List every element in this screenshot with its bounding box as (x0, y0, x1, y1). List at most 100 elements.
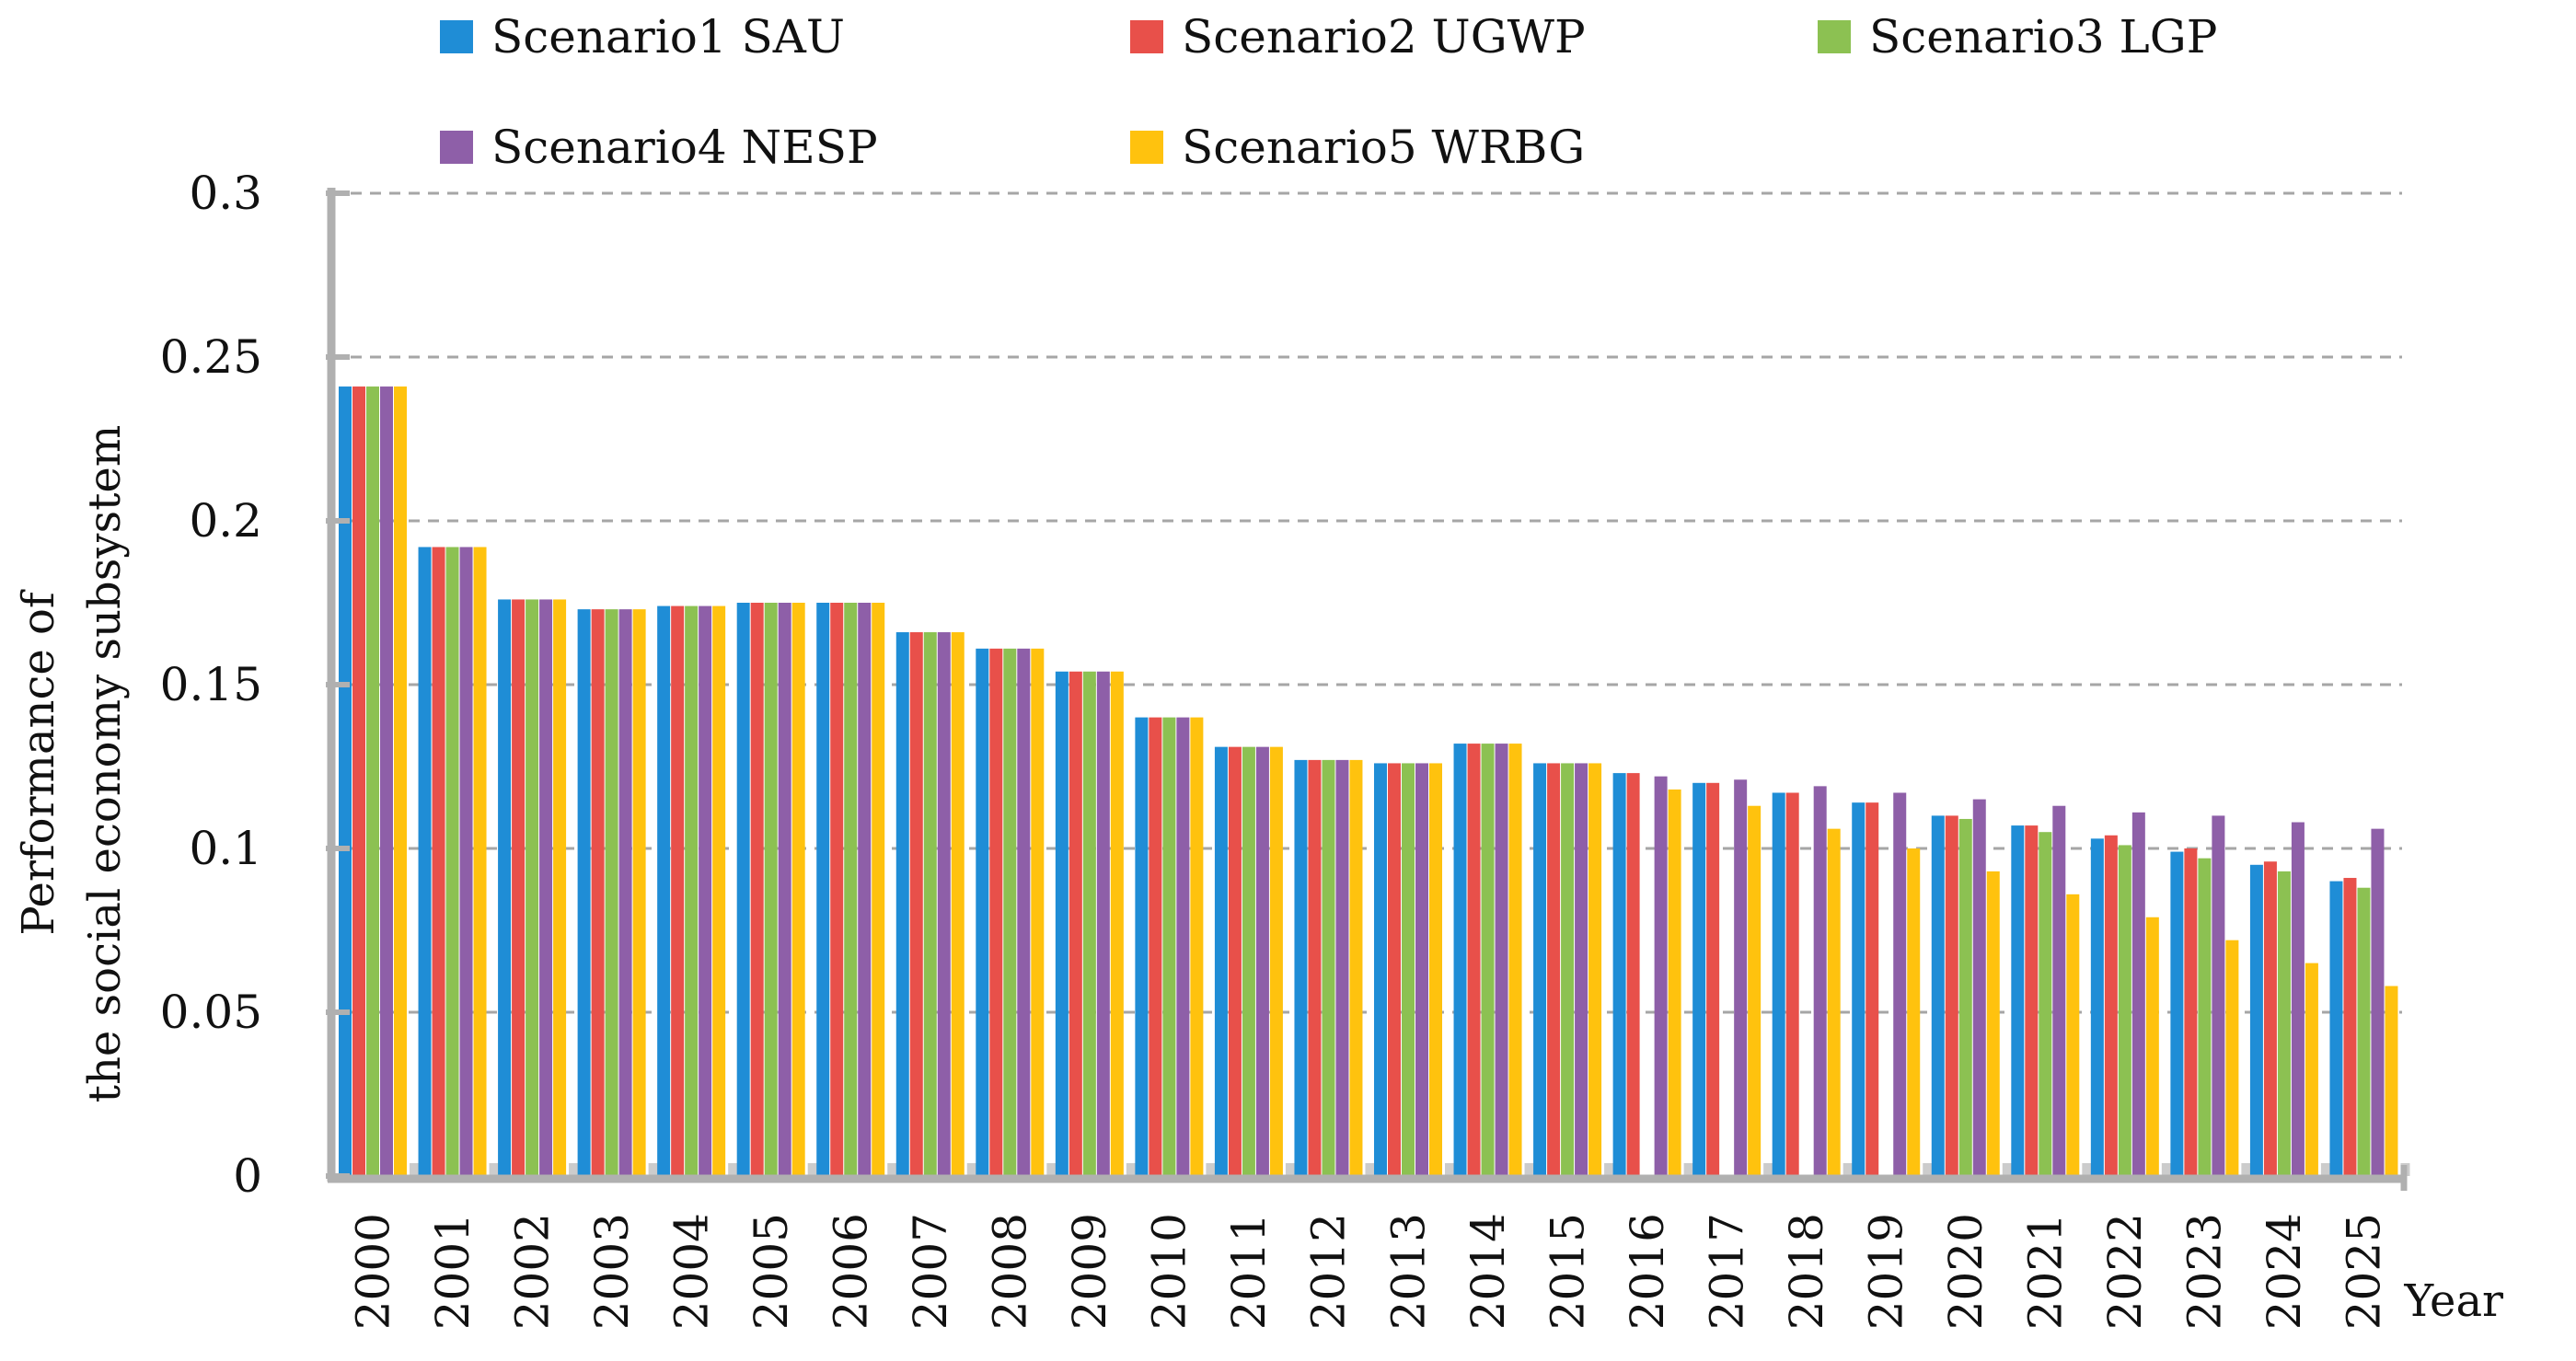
bar-scenario2-ugwp-2003 (591, 609, 605, 1176)
x-tick-label: 2023 (2178, 1213, 2232, 1330)
bar-scenario1-sau-2017 (1692, 782, 1706, 1176)
group-gap-marker (2241, 1163, 2251, 1176)
bar-scenario2-ugwp-2022 (2104, 835, 2118, 1176)
bar-scenario3-lgp-2011 (1242, 746, 1255, 1176)
bar-scenario1-sau-2019 (1852, 802, 1866, 1176)
bar-scenario3-lgp-2022 (2118, 845, 2131, 1176)
group-gap-marker (1206, 1163, 1216, 1176)
x-tick-label: 2016 (1621, 1213, 1674, 1330)
bar-scenario3-lgp-2020 (1958, 818, 1972, 1176)
bar-scenario4-nesp-2011 (1255, 746, 1269, 1176)
x-tick-label: 2013 (1381, 1213, 1435, 1330)
bar-scenario2-ugwp-2025 (2343, 878, 2357, 1176)
bar-scenario2-ugwp-2001 (432, 547, 445, 1176)
group-gap-marker (1365, 1163, 1375, 1176)
bar-scenario5-wrbg-2025 (2385, 986, 2398, 1176)
bar-scenario1-sau-2014 (1453, 744, 1467, 1176)
bar-scenario2-ugwp-2000 (352, 386, 365, 1176)
bar-scenario5-wrbg-2008 (1031, 648, 1045, 1176)
bar-scenario3-lgp-2021 (2039, 832, 2052, 1176)
group-gap-marker (887, 1163, 897, 1176)
legend-label: Scenario2 UGWP (1182, 10, 1586, 63)
bar-scenario1-sau-2004 (657, 606, 671, 1176)
group-gap-marker (1445, 1163, 1454, 1176)
group-gap-marker (648, 1163, 658, 1176)
bar-scenario2-ugwp-2017 (1706, 782, 1720, 1176)
bar-scenario1-sau-2022 (2090, 838, 2104, 1176)
bar-scenario5-wrbg-2018 (1827, 828, 1841, 1176)
bar-scenario4-nesp-2001 (459, 547, 473, 1176)
bar-scenario2-ugwp-2014 (1467, 744, 1481, 1176)
bar-scenario3-lgp-2001 (445, 547, 459, 1176)
bar-scenario1-sau-2010 (1135, 717, 1149, 1176)
bar-scenario1-sau-2011 (1214, 746, 1228, 1176)
bar-scenario5-wrbg-2002 (553, 599, 567, 1176)
x-tick-label: 2014 (1461, 1213, 1515, 1330)
x-tick-label: 2015 (1541, 1213, 1594, 1330)
legend-label: Scenario1 SAU (491, 10, 845, 63)
bar-scenario1-sau-2003 (577, 609, 591, 1176)
legend-swatch (440, 131, 473, 164)
x-tick-label: 2018 (1780, 1213, 1833, 1330)
bar-scenario5-wrbg-2014 (1508, 744, 1522, 1176)
group-gap-marker (2320, 1163, 2330, 1176)
bar-scenario1-sau-2015 (1533, 763, 1547, 1176)
bar-scenario3-lgp-2015 (1561, 763, 1575, 1176)
bar-scenario1-sau-2000 (339, 386, 352, 1176)
bar-scenario1-sau-2005 (736, 603, 750, 1176)
legend: Scenario1 SAU Scenario2 UGWP Scenario3 LGP… (440, 10, 2217, 174)
bar-scenario5-wrbg-2010 (1190, 717, 1204, 1176)
bar-scenario1-sau-2013 (1374, 763, 1387, 1176)
x-tick-label: 2003 (585, 1213, 639, 1330)
x-tick-label: 2001 (426, 1213, 479, 1330)
bar-scenario4-nesp-2024 (2291, 822, 2305, 1176)
y-tick-label: 0.25 (160, 330, 262, 384)
bar-scenario1-sau-2024 (2249, 864, 2263, 1176)
bar-scenario2-ugwp-2023 (2184, 848, 2198, 1176)
y-axis-title-line-2: the social economy subsystem (79, 425, 131, 1103)
bar-scenario4-nesp-2007 (937, 632, 951, 1176)
group-gap-marker (1285, 1163, 1295, 1176)
group-gap-marker (1604, 1163, 1614, 1176)
bar-scenario1-sau-2023 (2170, 851, 2184, 1176)
bar-scenario4-nesp-2022 (2131, 812, 2145, 1176)
x-tick-label: 2005 (745, 1213, 798, 1330)
bar-scenario4-nesp-2010 (1176, 717, 1190, 1176)
bar-scenario5-wrbg-2005 (791, 603, 805, 1176)
bar-marks (339, 386, 2410, 1176)
bar-scenario3-lgp-2013 (1402, 763, 1415, 1176)
y-axis-ticks: 0 0.05 0.1 0.15 0.2 0.25 0.3 (160, 167, 350, 1203)
legend-swatch (1818, 20, 1851, 53)
bar-scenario1-sau-2002 (498, 599, 512, 1176)
bar-scenario3-lgp-2014 (1481, 744, 1495, 1176)
group-gap-marker (728, 1163, 738, 1176)
bar-scenario4-nesp-2012 (1335, 759, 1349, 1176)
bar-scenario5-wrbg-2020 (1986, 871, 2000, 1176)
y-axis-title-line-1: Performance of (13, 589, 64, 936)
group-gap-marker (807, 1163, 817, 1176)
bar-scenario4-nesp-2018 (1813, 786, 1827, 1176)
bar-scenario5-wrbg-2000 (394, 386, 407, 1176)
x-tick-label: 2024 (2258, 1213, 2311, 1330)
x-tick-label: 2008 (984, 1213, 1037, 1330)
x-tick-label: 2009 (1063, 1213, 1116, 1330)
bar-scenario3-lgp-2012 (1322, 759, 1335, 1176)
bar-scenario4-nesp-2006 (858, 603, 872, 1176)
bar-scenario5-wrbg-2019 (1907, 848, 1921, 1176)
y-tick-label: 0.1 (189, 822, 262, 875)
x-tick-label: 2017 (1700, 1213, 1753, 1330)
bar-scenario5-wrbg-2022 (2145, 917, 2159, 1176)
bar-scenario3-lgp-2024 (2277, 871, 2291, 1176)
bar-scenario1-sau-2007 (895, 632, 909, 1176)
bar-scenario3-lgp-2003 (605, 609, 618, 1176)
legend-label: Scenario3 LGP (1869, 10, 2217, 63)
x-tick-label: 2011 (1222, 1213, 1276, 1330)
bar-scenario4-nesp-2013 (1415, 763, 1428, 1176)
legend-swatch (1130, 131, 1163, 164)
x-tick-label: 2002 (505, 1213, 559, 1330)
group-gap-marker (1923, 1163, 1933, 1176)
bar-scenario4-nesp-2005 (778, 603, 791, 1176)
bar-scenario4-nesp-2008 (1017, 648, 1031, 1176)
bar-scenario5-wrbg-2004 (712, 606, 726, 1176)
